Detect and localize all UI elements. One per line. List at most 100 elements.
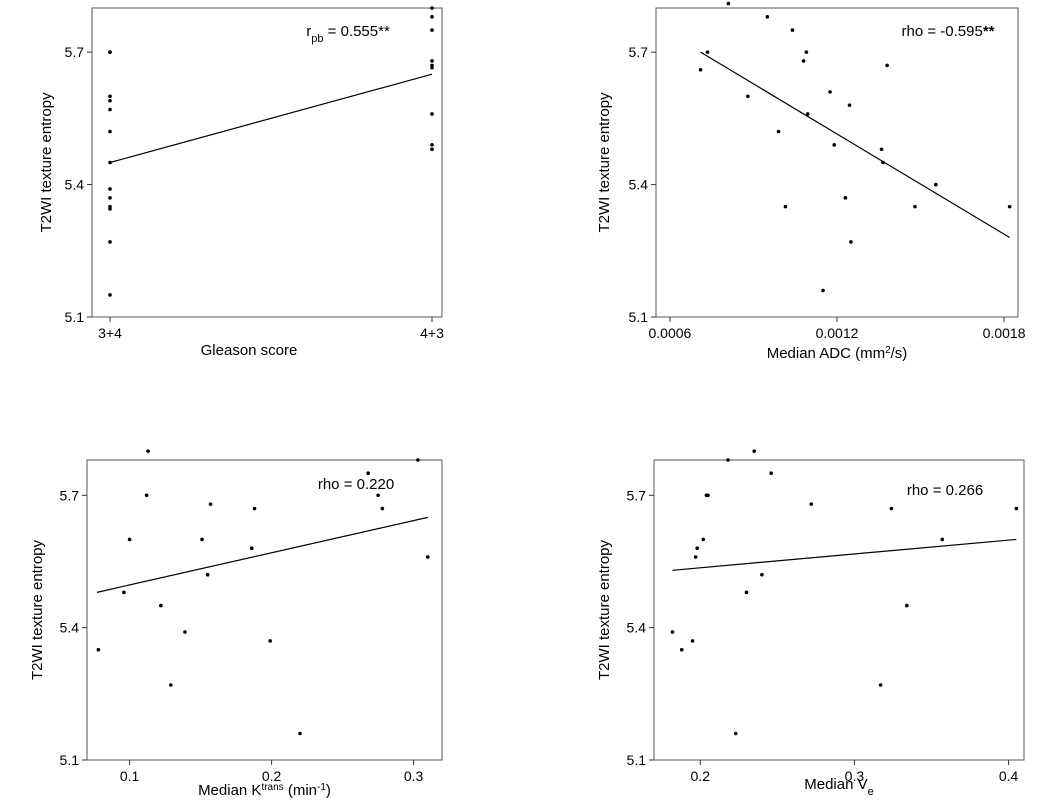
correlation-annotation-part: rho = -0.595 bbox=[902, 23, 983, 40]
x-axis-label-part: ) bbox=[326, 782, 331, 799]
x-tick-label: 3+4 bbox=[98, 325, 122, 341]
x-tick-label: 0.2 bbox=[262, 768, 282, 784]
data-point bbox=[108, 160, 112, 165]
data-point bbox=[847, 103, 852, 107]
y-axis-label: T2WI texture entropy bbox=[38, 92, 55, 233]
data-point bbox=[790, 28, 795, 32]
data-point bbox=[416, 458, 420, 462]
data-point bbox=[108, 196, 112, 200]
data-point bbox=[430, 59, 434, 63]
data-point bbox=[426, 555, 430, 559]
y-axis-label: T2WI texture entropy bbox=[596, 539, 613, 680]
data-point bbox=[760, 572, 764, 577]
x-tick-label: 0.3 bbox=[845, 768, 865, 784]
y-tick-label: 5.7 bbox=[627, 487, 647, 503]
data-point bbox=[828, 90, 832, 94]
regression-line bbox=[700, 51, 1010, 239]
correlation-annotation-part: rho = 0.266 bbox=[907, 482, 983, 499]
data-point bbox=[693, 555, 698, 559]
data-point bbox=[376, 493, 380, 498]
data-point bbox=[127, 537, 132, 542]
data-point bbox=[849, 240, 853, 244]
data-point bbox=[670, 630, 675, 634]
x-axis-label-part: Median ADC (mm bbox=[767, 345, 885, 362]
data-point bbox=[783, 204, 788, 209]
data-point bbox=[380, 506, 385, 511]
data-point bbox=[832, 143, 837, 147]
data-point bbox=[805, 112, 810, 116]
data-point bbox=[122, 590, 126, 595]
data-point bbox=[268, 639, 272, 643]
y-tick-label: 5.4 bbox=[60, 620, 80, 636]
data-point bbox=[108, 94, 112, 99]
data-point bbox=[905, 603, 909, 608]
data-point bbox=[430, 6, 434, 10]
data-point bbox=[679, 647, 684, 652]
y-tick-label: 5.4 bbox=[629, 177, 649, 193]
x-tick-label: 0.0012 bbox=[816, 325, 859, 341]
x-axis-label-part: 2 bbox=[885, 345, 891, 356]
x-tick-label: 0.2 bbox=[691, 768, 711, 784]
data-point bbox=[885, 63, 889, 68]
panel-adc: 5.1 5.4 5.7 0.0006 0.0012 0.0018 T2WI texture … bbox=[596, 1, 1026, 363]
data-point bbox=[298, 731, 302, 736]
data-point bbox=[108, 293, 112, 297]
data-point bbox=[430, 143, 434, 147]
correlation-annotation: rho = -0.595** bbox=[902, 23, 995, 40]
data-point bbox=[159, 603, 163, 608]
plot-frame bbox=[653, 459, 1025, 761]
plot-frame bbox=[655, 7, 1019, 318]
x-tick-label: 0.4 bbox=[999, 768, 1019, 784]
data-point bbox=[821, 288, 825, 293]
data-point bbox=[430, 15, 434, 19]
correlation-annotation-part: = 0.555** bbox=[323, 23, 389, 40]
data-point bbox=[879, 147, 884, 152]
x-axis-label-part: trans bbox=[261, 782, 283, 793]
data-point bbox=[769, 471, 773, 476]
data-point bbox=[690, 639, 695, 643]
data-point bbox=[430, 28, 434, 32]
data-point bbox=[706, 493, 710, 498]
data-point bbox=[940, 537, 945, 542]
data-point bbox=[878, 683, 883, 687]
correlation-annotation: rpb = 0.555** bbox=[306, 23, 390, 45]
data-point bbox=[752, 449, 757, 453]
correlation-annotation: rho = 0.220 bbox=[318, 476, 394, 493]
x-axis-label-part: -1 bbox=[317, 782, 326, 793]
data-point bbox=[746, 94, 750, 99]
data-point bbox=[744, 590, 749, 595]
data-point bbox=[200, 537, 204, 542]
x-axis-label: Gleason score bbox=[201, 342, 298, 359]
data-point bbox=[776, 129, 781, 134]
x-axis-label-part: Gleason score bbox=[201, 342, 298, 359]
data-point bbox=[698, 68, 703, 72]
data-point bbox=[701, 537, 706, 542]
panel-gleason: 5.1 5.4 5.7 3+4 4+3 T2WI texture entropy Gleas… bbox=[38, 6, 444, 359]
y-tick-label: 5.4 bbox=[627, 620, 647, 636]
data-point bbox=[726, 458, 730, 462]
data-point bbox=[144, 493, 149, 498]
plot-frame bbox=[91, 7, 443, 318]
data-point bbox=[1007, 204, 1012, 209]
regression-line bbox=[109, 73, 433, 164]
data-point bbox=[804, 50, 809, 54]
data-point bbox=[108, 98, 112, 103]
data-point bbox=[843, 196, 848, 200]
data-point bbox=[208, 502, 213, 506]
x-axis-label: Median ADC (mm2/s) bbox=[767, 345, 908, 363]
y-tick-label: 5.1 bbox=[629, 309, 649, 325]
data-point bbox=[733, 731, 738, 736]
y-axis-label: T2WI texture entropy bbox=[596, 92, 613, 233]
regression-line bbox=[96, 516, 428, 593]
x-axis-label-part: /s) bbox=[891, 345, 908, 362]
data-point bbox=[108, 50, 112, 54]
x-axis-label-part: Median V bbox=[804, 776, 867, 793]
data-point bbox=[1014, 506, 1019, 511]
data-point bbox=[934, 182, 938, 187]
y-tick-label: 5.1 bbox=[60, 752, 80, 768]
data-point bbox=[252, 506, 257, 511]
y-tick-label: 5.4 bbox=[65, 177, 85, 193]
correlation-annotation-part: ** bbox=[983, 23, 995, 40]
data-point bbox=[765, 15, 770, 19]
x-axis-label: Median Ve bbox=[804, 776, 874, 798]
